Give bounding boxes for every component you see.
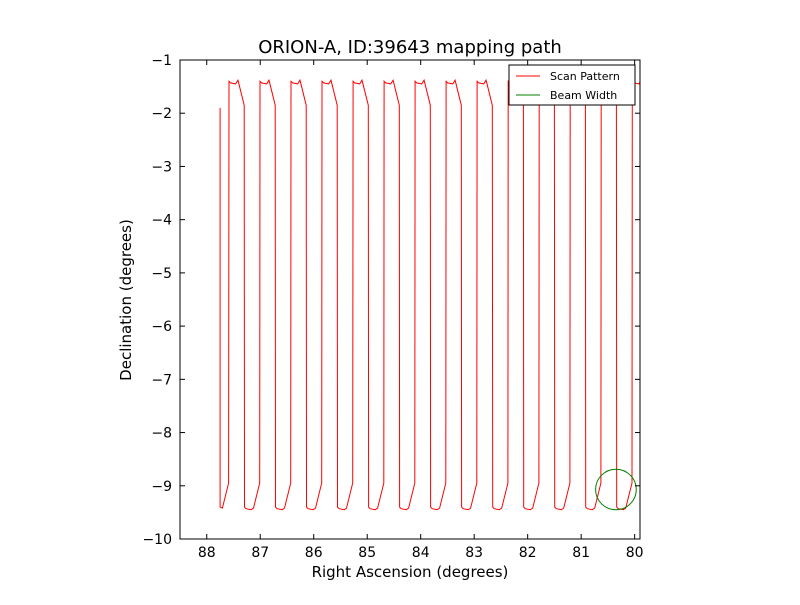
legend: Scan Pattern Beam Width (508, 64, 636, 106)
x-tick-label: 85 (358, 545, 376, 561)
beam-width-circle (595, 468, 637, 511)
x-tick-label: 82 (519, 545, 537, 561)
x-tick-label: 84 (412, 545, 430, 561)
y-tick-label: −1 (151, 53, 172, 69)
legend-label-beam-width: Beam Width (550, 89, 617, 102)
y-tick-label: −3 (151, 159, 172, 175)
y-axis-label: Declination (degrees) (117, 219, 135, 381)
y-tick-label: −9 (151, 479, 172, 495)
x-tick-label: 81 (572, 545, 590, 561)
x-tick-label: 83 (465, 545, 483, 561)
y-tick-label: −8 (151, 426, 172, 442)
y-tick-label: −2 (151, 106, 172, 122)
x-axis-label: Right Ascension (degrees) (312, 563, 509, 581)
x-tick-label: 88 (198, 545, 216, 561)
y-tick-label: −10 (142, 532, 172, 548)
y-tick-label: −6 (151, 319, 172, 335)
scan-pattern-line (219, 78, 640, 511)
x-tick-label: 80 (626, 545, 644, 561)
x-tick-label: 86 (305, 545, 323, 561)
x-tick-label: 87 (251, 545, 269, 561)
y-tick-label: −7 (151, 372, 172, 388)
legend-label-scan-pattern: Scan Pattern (550, 70, 620, 83)
plot-frame (179, 59, 641, 540)
y-tick-label: −4 (151, 213, 172, 229)
chart-title: ORION-A, ID:39643 mapping path (258, 37, 562, 58)
y-tick-label: −5 (151, 266, 172, 282)
legend-box (508, 64, 636, 106)
